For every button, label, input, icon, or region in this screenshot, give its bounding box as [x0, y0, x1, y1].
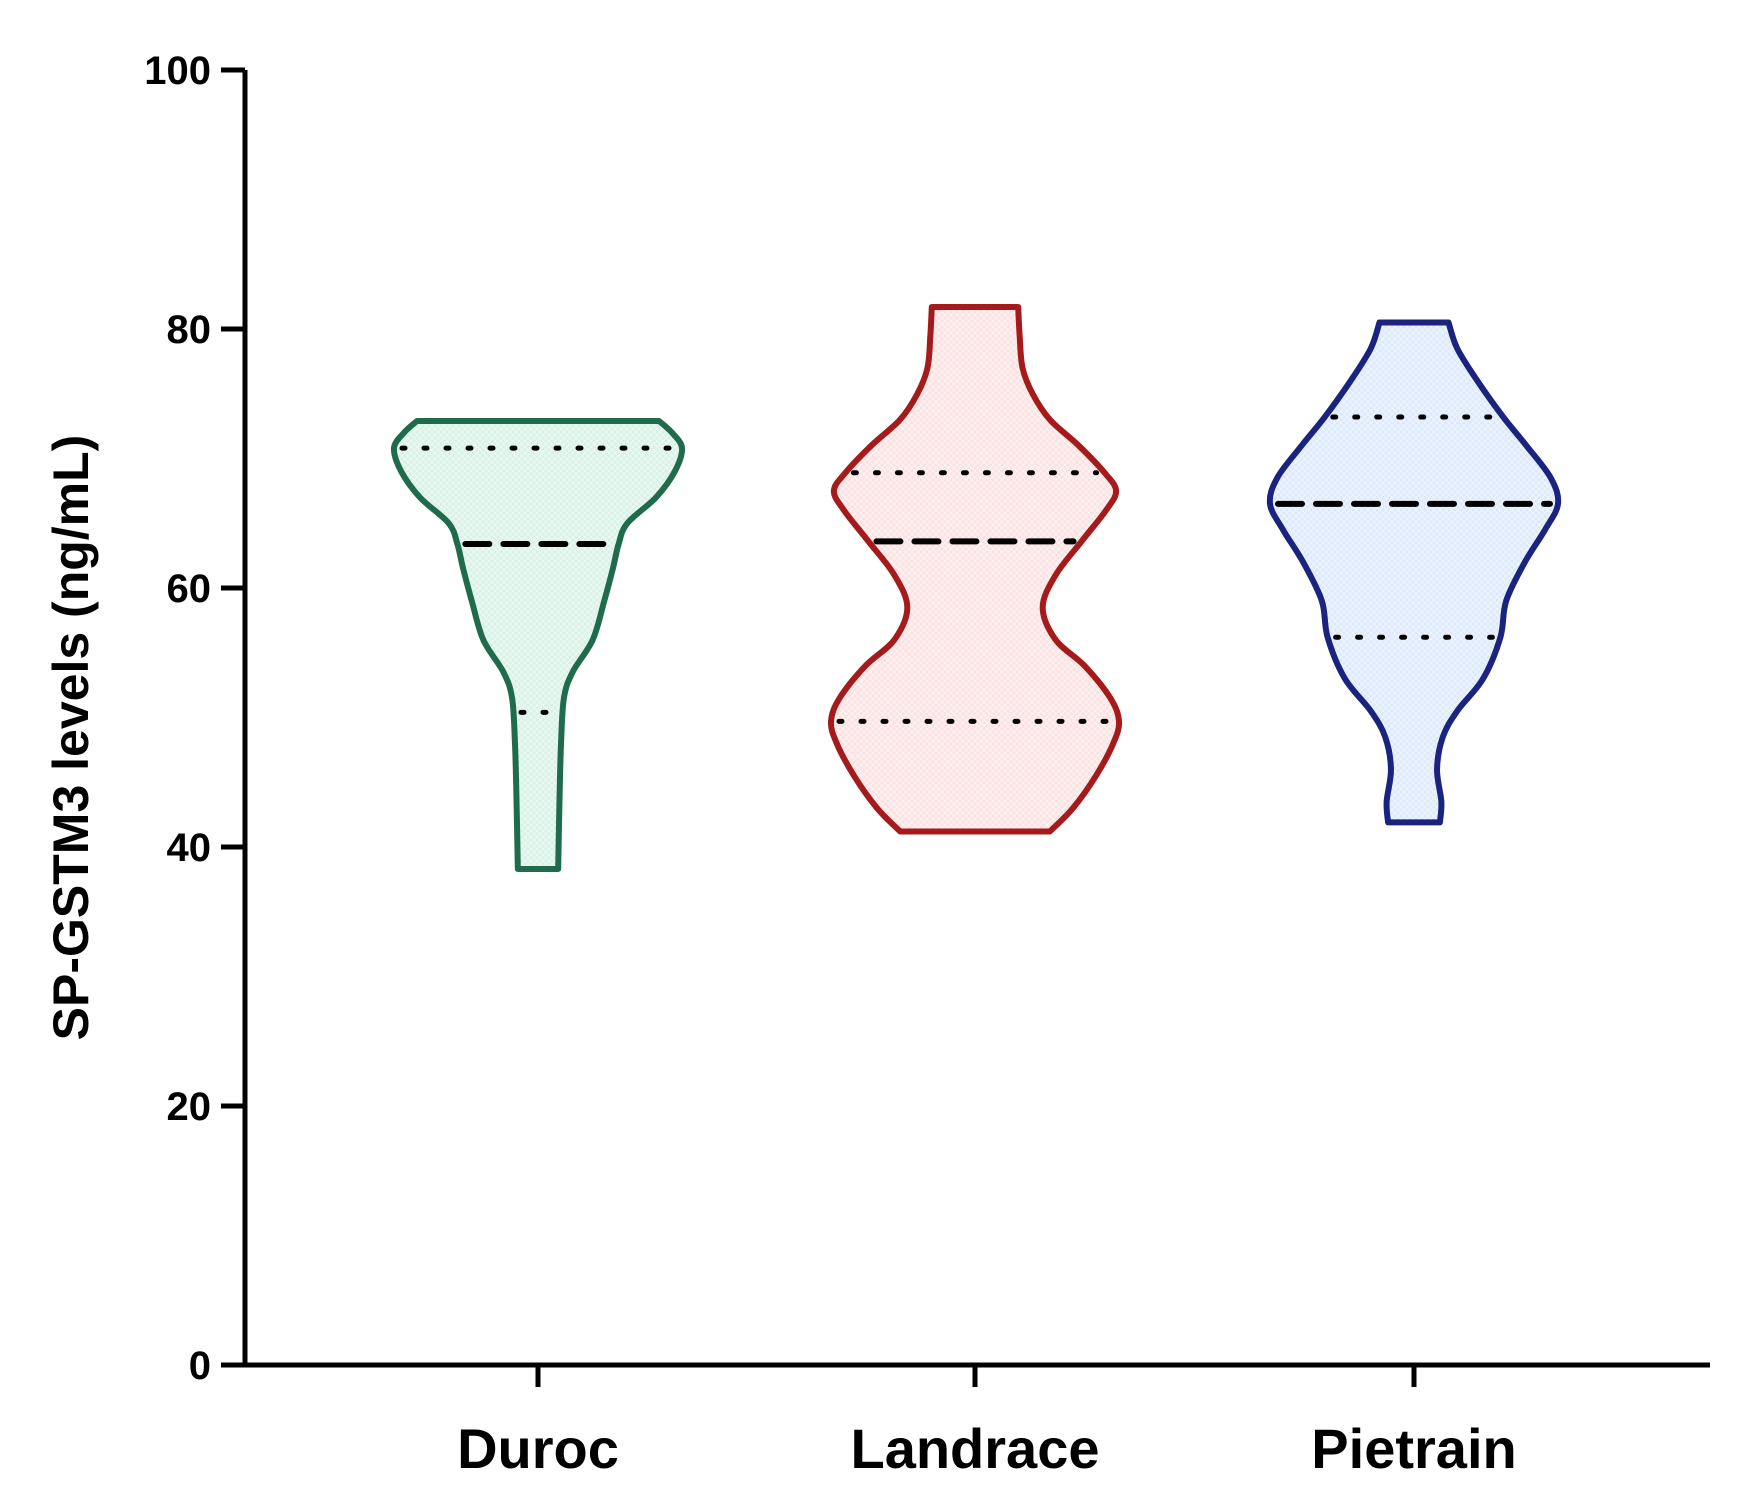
violin-duroc	[390, 417, 686, 873]
y-axis-title: SP-GSTM3 levels (ng/mL)	[43, 435, 99, 1041]
violin-outline	[827, 303, 1123, 835]
y-tick-label: 20	[167, 1085, 212, 1129]
violin-outline	[1266, 319, 1562, 826]
violin-hatch	[1269, 322, 1559, 823]
x-tick-group: Duroc Landrace Pietrain	[457, 1365, 1517, 1480]
violin-pietrain	[1266, 319, 1562, 826]
x-category-label: Pietrain	[1311, 1417, 1516, 1480]
y-tick-label: 40	[167, 826, 212, 870]
violin-landrace	[827, 303, 1123, 835]
violin-outline	[390, 417, 686, 873]
y-tick-label: 60	[167, 567, 212, 611]
violin-hatch	[393, 420, 683, 870]
x-category-label: Landrace	[851, 1417, 1100, 1480]
x-category-label: Duroc	[457, 1417, 619, 1480]
violin-layer	[390, 303, 1562, 873]
violin-hatch	[830, 306, 1120, 832]
y-tick-label: 80	[167, 308, 212, 352]
y-tick-label: 0	[189, 1344, 211, 1388]
y-tick-group: 0 20 40 60 80 100	[144, 49, 245, 1388]
y-tick-label: 100	[144, 49, 211, 93]
